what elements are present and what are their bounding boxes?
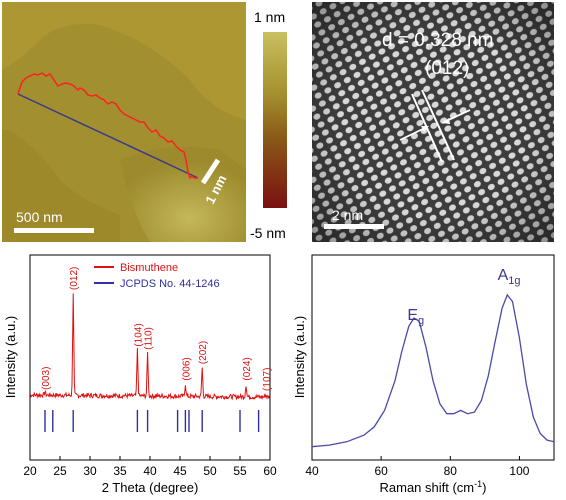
arrow-left: [399, 126, 428, 141]
xrd-peak-label: (012): [69, 267, 80, 290]
hrtem-plane-label: (012): [425, 58, 469, 79]
raman-x-tick-label: 40: [305, 464, 319, 478]
xrd-peak-label: (003): [41, 367, 52, 390]
xrd-y-axis-title: Intensity (a.u.): [3, 316, 18, 398]
xrd-x-axis-title: 2 Theta (degree): [102, 480, 199, 495]
afm-terrace-left: [2, 130, 120, 242]
afm-figure: 1 nm 500 nm 1 nm -5 nm: [2, 2, 287, 242]
xrd-x-tick-label: 60: [263, 464, 277, 478]
xrd-series-bismuthene: [29, 293, 270, 401]
xrd-peak-label: (104): [133, 323, 144, 346]
hrtem-scale-bar: [324, 224, 384, 229]
legend-label-jcpds: JCPDS No. 44-1246: [120, 278, 220, 290]
xrd-peak-label: (006): [181, 357, 192, 380]
afm-height-profile: [17, 72, 198, 180]
xrd-peak-label: (110): [144, 327, 155, 350]
raman-x-axis-title: Raman shift (cm-1): [380, 479, 487, 495]
xrd-x-tick-label: 20: [23, 464, 37, 478]
xrd-x-tick-label: 30: [83, 464, 97, 478]
afm-scale-bar-label: 500 nm: [16, 209, 63, 225]
lattice-fringe-line-2: [421, 89, 455, 161]
xrd-peak-label: (107): [262, 368, 273, 391]
raman-plot-frame: [311, 254, 555, 461]
raman-series: [311, 293, 555, 448]
raman-chart: 40 60 80 100 Eg A1g Raman shift (cm-1) Inten…: [292, 254, 555, 495]
afm-terrace-upper: [2, 2, 246, 120]
xrd-x-tick-label: 25: [53, 464, 67, 478]
hrtem-figure: d = 0.328 nm (012) 2 nm: [312, 2, 554, 242]
afm-line-scan: [17, 93, 199, 179]
xrd-panel: 20 25 30 35 40 45 50 55 60 (003) (012) (104) (110) (…: [0, 252, 290, 495]
afm-panel: 1 nm 500 nm 1 nm -5 nm: [0, 0, 300, 245]
raman-x-tick-label: 80: [444, 464, 458, 478]
hrtem-panel: d = 0.328 nm (012) 2 nm: [312, 2, 554, 242]
xrd-peak-label: (024): [242, 357, 253, 380]
xrd-x-tick-label: 45: [173, 464, 187, 478]
raman-peak-label: Eg: [407, 307, 424, 327]
afm-colorbar: [263, 32, 287, 208]
afm-step-marker: [200, 158, 221, 185]
raman-y-axis-title: Intensity (a.u.): [292, 316, 307, 398]
afm-colorbar-max-label: 1 nm: [254, 9, 285, 25]
xrd-chart: 20 25 30 35 40 45 50 55 60 (003) (012) (104) (110) (…: [3, 254, 277, 495]
afm-scale-bar: [14, 228, 94, 233]
afm-colorbar-min-label: -5 nm: [250, 225, 286, 241]
xrd-x-tick-label: 50: [203, 464, 217, 478]
raman-panel: 40 60 80 100 Eg A1g Raman shift (cm-1) Inten…: [290, 252, 566, 495]
raman-x-tick-label: 60: [374, 464, 388, 478]
xrd-x-tick-label: 40: [143, 464, 157, 478]
afm-terrace-lower: [120, 146, 246, 242]
xrd-peak-label: (202): [198, 341, 209, 364]
xrd-x-tick-label: 55: [233, 464, 247, 478]
xrd-x-tick-label: 35: [113, 464, 127, 478]
legend-label-bismuthene: Bismuthene: [120, 262, 178, 274]
raman-peak-label: A1g: [498, 267, 521, 287]
hrtem-scale-bar-label: 2 nm: [332, 207, 363, 223]
raman-x-tick-label: 100: [509, 464, 529, 478]
hrtem-d-spacing-label: d = 0.328 nm: [382, 30, 493, 51]
